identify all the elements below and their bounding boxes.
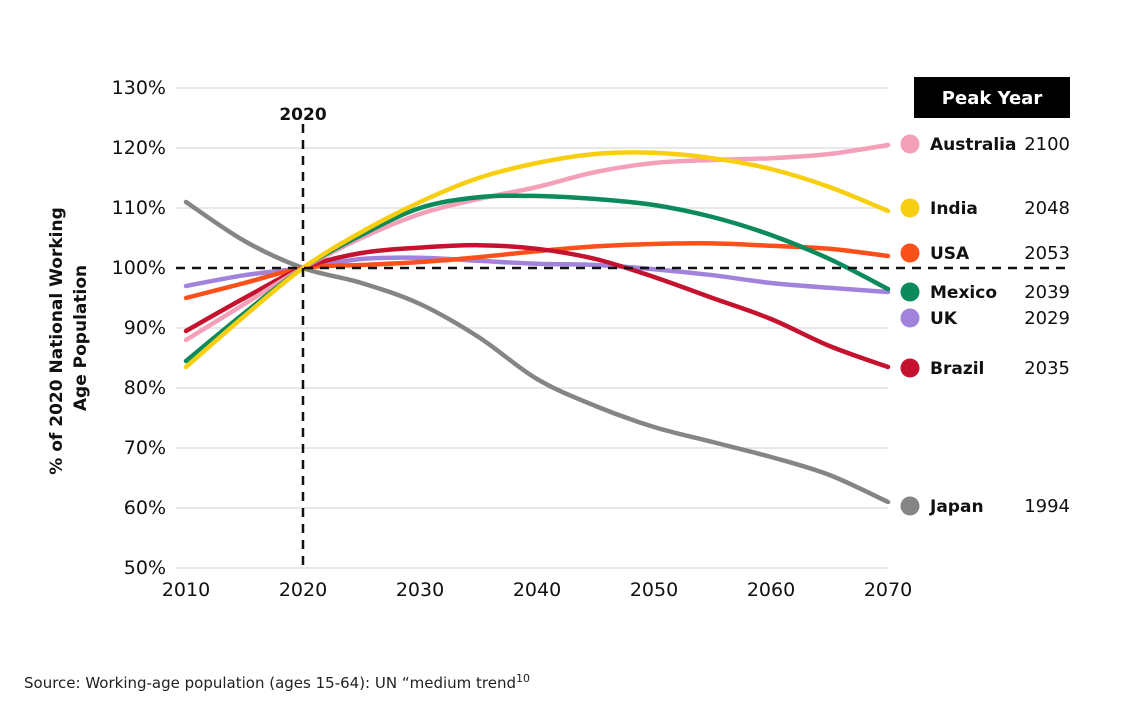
legend-item-japan: Japan 1994: [900, 496, 1070, 517]
y-axis-ticks: 50% 60% 70% 80% 90% 100% 110% 120% 130%: [112, 77, 166, 579]
x-tick-label: 2050: [630, 579, 678, 601]
footnote-ref: 10: [516, 672, 530, 685]
x-axis-ticks: 2010 2020 2030 2040 2050 2060 2070: [162, 579, 912, 601]
legend-country: India: [930, 199, 978, 219]
legend-peak-year: 2100: [1024, 134, 1070, 155]
legend-item-australia: Australia 2100: [900, 134, 1070, 155]
y-axis-label-line-2: Age Population: [71, 265, 91, 411]
grid: [176, 87, 888, 569]
legend-peak-year: 2029: [1024, 308, 1070, 329]
y-tick-label: 70%: [124, 437, 166, 459]
legend-country: Japan: [929, 497, 984, 517]
legend-peak-year: 2048: [1024, 198, 1070, 219]
y-tick-label: 130%: [112, 77, 166, 99]
legend-header-box: [914, 77, 1070, 118]
reference-line-label: 2020: [279, 105, 326, 125]
legend-dot: [900, 358, 920, 378]
legend-item-india: India 2048: [900, 198, 1070, 219]
source-text: Source: Working-age population (ages 15-…: [24, 674, 516, 692]
legend-dot: [900, 282, 920, 302]
legend-item-usa: USA 2053: [900, 243, 1070, 264]
legend-peak-year: 2035: [1024, 358, 1070, 379]
legend-country: Mexico: [930, 283, 997, 303]
x-tick-label: 2060: [747, 579, 795, 601]
legend-dot: [900, 134, 920, 154]
legend-header: Peak Year: [942, 88, 1043, 109]
legend-peak-year: 1994: [1024, 496, 1070, 517]
y-axis-label-line-1: % of 2020 National Working: [47, 207, 67, 474]
x-tick-label: 2010: [162, 579, 210, 601]
x-tick-label: 2070: [864, 579, 912, 601]
x-tick-label: 2040: [513, 579, 561, 601]
legend-country: Australia: [930, 135, 1017, 155]
legend-item-uk: UK 2029: [900, 308, 1070, 329]
legend-country: USA: [930, 244, 970, 264]
y-tick-label: 60%: [124, 497, 166, 519]
legend: Peak Year Australia 2100 India 2048 USA 2053 M…: [900, 77, 1070, 517]
y-axis-label: % of 2020 National Working Age Populatio…: [47, 201, 91, 474]
reference-lines: 2020: [176, 105, 1070, 572]
legend-dot: [900, 496, 920, 516]
legend-dot: [900, 308, 920, 328]
legend-dot: [900, 243, 920, 263]
y-tick-label: 80%: [124, 377, 166, 399]
legend-country: UK: [930, 309, 958, 329]
y-tick-label: 50%: [124, 557, 166, 579]
line-chart: 50% 60% 70% 80% 90% 100% 110% 120% 130% 2010 2020…: [47, 77, 1070, 601]
legend-dot: [900, 198, 920, 218]
x-tick-label: 2020: [279, 579, 327, 601]
y-tick-label: 110%: [112, 197, 166, 219]
legend-item-brazil: Brazil 2035: [900, 358, 1070, 379]
x-tick-label: 2030: [396, 579, 444, 601]
legend-peak-year: 2039: [1024, 282, 1070, 303]
y-tick-label: 100%: [112, 257, 166, 279]
y-tick-label: 120%: [112, 137, 166, 159]
series-line-india: [183, 150, 891, 370]
legend-country: Brazil: [930, 359, 984, 379]
legend-item-mexico: Mexico 2039: [900, 282, 1070, 303]
y-tick-label: 90%: [124, 317, 166, 339]
source-note: Source: Working-age population (ages 15-…: [24, 672, 530, 692]
legend-peak-year: 2053: [1024, 243, 1070, 264]
